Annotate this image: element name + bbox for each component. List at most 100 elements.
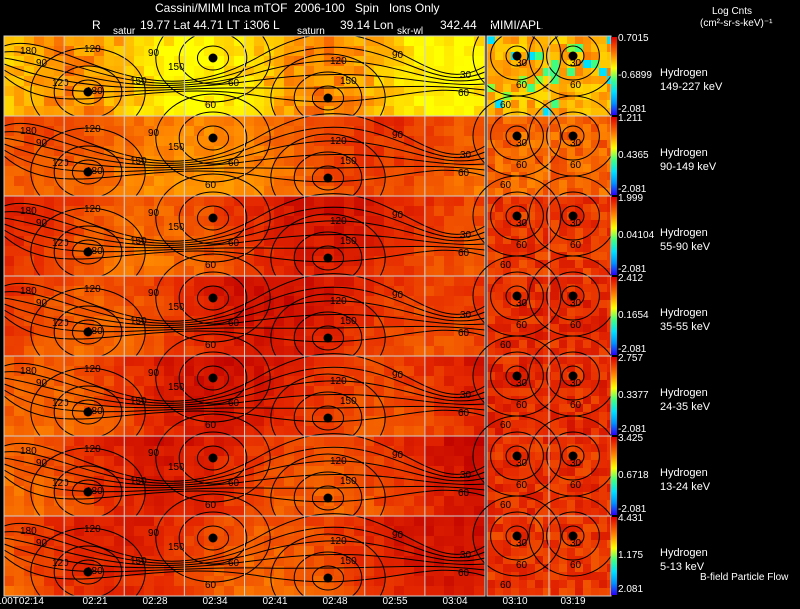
contour-label: 30 <box>460 230 472 241</box>
field-direction-dot <box>208 213 218 223</box>
row-energy-label: 55-90 keV <box>660 241 711 253</box>
row-energy-label: 5-13 keV <box>660 561 705 573</box>
contour-label: 30 <box>570 538 582 549</box>
contour-label: 60 <box>500 340 512 351</box>
contour-label: 120 <box>330 296 347 307</box>
row-species-label: Hydrogen <box>660 147 708 159</box>
energy-row-panel: 1809012012018015090150606012015090306030… <box>3 413 618 543</box>
field-direction-dot <box>512 211 522 221</box>
contour-label: 60 <box>516 240 528 251</box>
contour-label: 180 <box>20 46 37 57</box>
colorbar-units: (cm²-sr-s-keV)⁻¹ <box>700 18 773 29</box>
colorbar-max-label: 2.757 <box>618 353 644 364</box>
contour-label: 30 <box>460 150 472 161</box>
contour-label: 30 <box>460 70 472 81</box>
colorbar <box>611 197 617 275</box>
colorbar-max-label: 3.425 <box>618 433 644 444</box>
field-direction-dot <box>208 133 218 143</box>
colorbar <box>611 37 617 115</box>
contour-label: 90 <box>148 368 160 379</box>
lon-readout: 39.14 Lon <box>340 18 394 32</box>
marker-skr: skr-wl <box>397 26 424 37</box>
field-direction-dot <box>208 453 218 463</box>
contour-label: 150 <box>130 556 147 567</box>
contour-label: 30 <box>460 310 472 321</box>
colorbar-max-label: 4.431 <box>618 513 644 524</box>
contour-label: 90 <box>36 138 48 149</box>
colorbar-units-title: Log Cnts <box>712 6 753 17</box>
contour-label: 60 <box>205 340 217 351</box>
field-direction-dot <box>83 487 93 497</box>
colorbar <box>611 437 617 515</box>
colorbar-max-label: 1.211 <box>618 113 643 124</box>
contour-label: 60 <box>228 318 240 329</box>
colorbar-mid-label: 0.6718 <box>618 470 649 481</box>
contour-label: 150 <box>130 156 147 167</box>
field-direction-dot <box>568 451 578 461</box>
contour-label: 180 <box>20 526 37 537</box>
contour-label: 90 <box>36 538 48 549</box>
colorbar-mid-label: -0.6899 <box>618 70 652 81</box>
contour-label: 120 <box>330 216 347 227</box>
colorbar-mid-label: 0.1654 <box>618 310 649 321</box>
field-direction-dot <box>512 291 522 301</box>
contour-label: 30 <box>516 538 528 549</box>
contour-label: 60 <box>516 480 528 491</box>
contour-label: 180 <box>20 126 37 137</box>
contour-label: 120 <box>330 456 347 467</box>
contour-label: 120 <box>330 376 347 387</box>
contour-label: 90 <box>148 128 160 139</box>
contour-label: 60 <box>570 160 582 171</box>
contour-label: 60 <box>205 100 217 111</box>
row-label: Hydrogen 24-35 keV <box>660 386 710 414</box>
contour-label: 150 <box>340 476 357 487</box>
field-direction-dot <box>568 51 578 61</box>
panel-border <box>3 515 486 597</box>
contour-label: 120 <box>52 318 69 329</box>
contour-label: 90 <box>392 210 404 221</box>
x-tick-label: 02:55 <box>382 596 408 607</box>
contour-label: 60 <box>570 560 582 571</box>
field-direction-dot <box>323 573 333 583</box>
contour-label: 30 <box>570 58 582 69</box>
contour-label: 90 <box>36 58 48 69</box>
contour-label: 120 <box>330 56 347 67</box>
contour-label: 60 <box>228 238 240 249</box>
row-species-label: Hydrogen <box>660 67 708 79</box>
colorbar-min-label: 2.081 <box>618 584 644 595</box>
contour-label: 60 <box>458 488 470 499</box>
contour-label: 30 <box>516 58 528 69</box>
contour-label: 180 <box>20 366 37 377</box>
contour-label: 60 <box>458 88 470 99</box>
row-energy-label: 24-35 keV <box>660 401 711 413</box>
contour-label: 60 <box>500 580 512 591</box>
contour-label: 150 <box>340 236 357 247</box>
contour-label: 30 <box>570 378 582 389</box>
contour-label: 60 <box>570 80 582 91</box>
colorbar-mid-label: 0.3377 <box>618 390 649 401</box>
energy-row-panel: 1809012012018015090150606012015090306030… <box>3 493 618 609</box>
contour-label: 180 <box>86 566 103 577</box>
contour-label: 150 <box>130 316 147 327</box>
contour-label: 150 <box>168 462 185 473</box>
contour-label: 30 <box>460 470 472 481</box>
contour-label: 60 <box>205 420 217 431</box>
field-direction-dot <box>568 211 578 221</box>
field-direction-dot <box>568 371 578 381</box>
x-tick-label: 02:34 <box>202 596 228 607</box>
contour-label: 60 <box>516 320 528 331</box>
contour-label: 180 <box>86 406 103 417</box>
field-direction-dot <box>83 407 93 417</box>
row-energy-label: 35-55 keV <box>660 321 711 333</box>
footer-note: B-field Particle Flow <box>700 572 789 583</box>
field-direction-dot <box>512 531 522 541</box>
contour-label: 120 <box>84 524 101 535</box>
contour-label: 60 <box>458 168 470 179</box>
colorbar-mid-label: 1.175 <box>618 550 644 561</box>
contour-label: 90 <box>392 50 404 61</box>
field-direction-dot <box>568 531 578 541</box>
value-readout: 342.44 <box>440 18 477 32</box>
contour-label: 60 <box>500 180 512 191</box>
field-direction-dot <box>83 327 93 337</box>
radius-label: R <box>92 18 101 32</box>
